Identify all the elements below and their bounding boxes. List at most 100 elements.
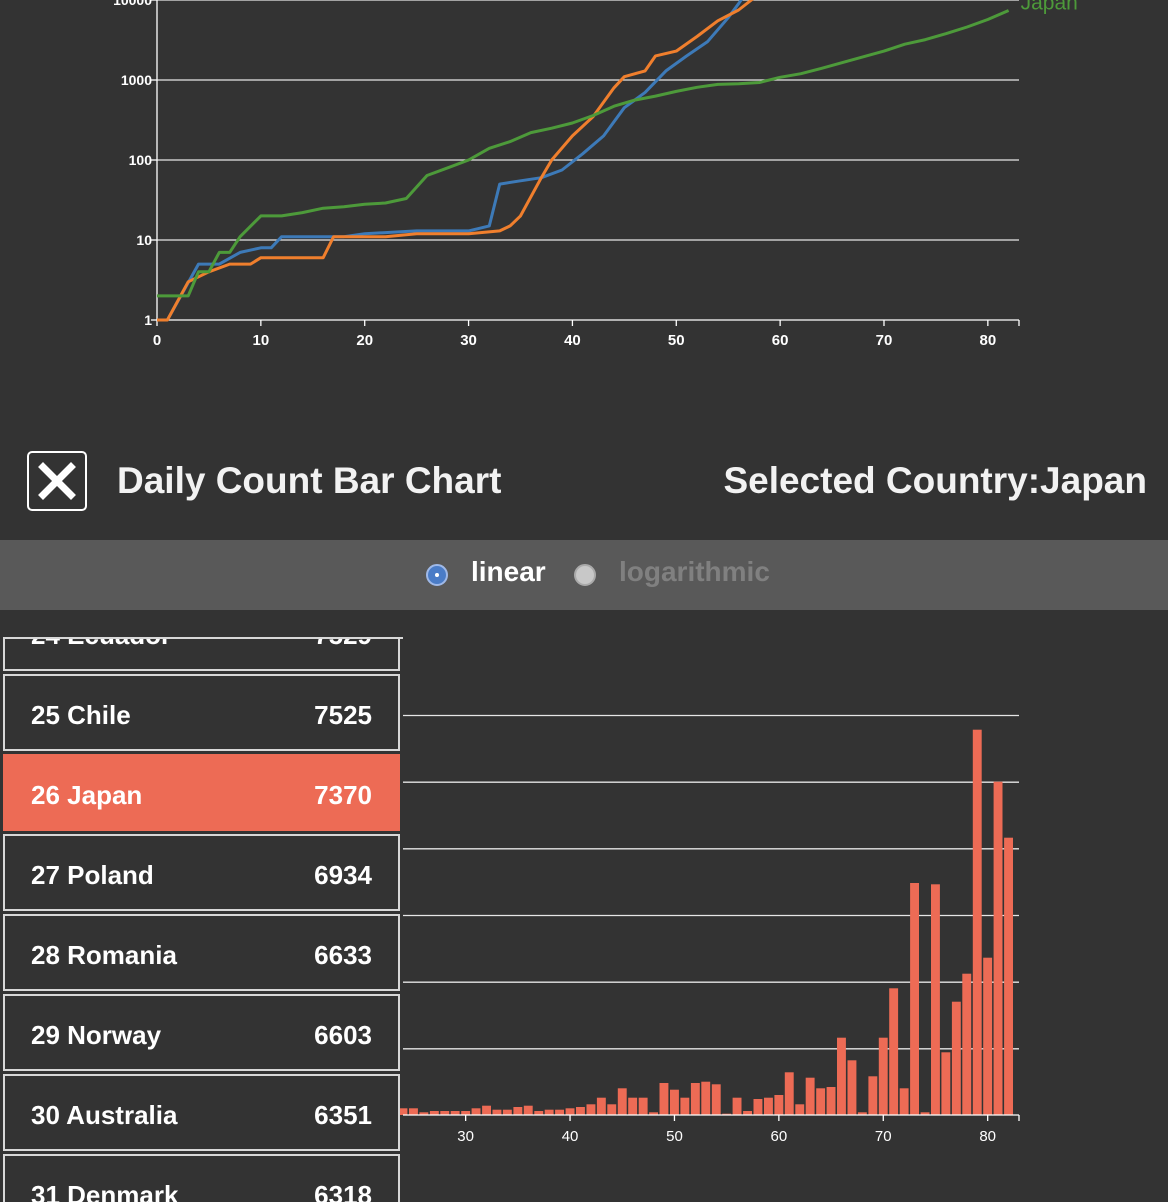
cumulative-line-chart: 1 10 100 1000 10000 0 10 20 30 40 50 60 70 80 Japan (113, 0, 1078, 349)
bar (899, 1088, 909, 1115)
bar (962, 973, 972, 1115)
bar (972, 729, 982, 1115)
country-count: 6603 (314, 1020, 372, 1050)
bar (409, 1108, 418, 1115)
x-tick-label: 70 (876, 332, 893, 349)
selected-country-label: Selected Country:Japan (723, 460, 1147, 501)
country-count: 6633 (314, 940, 372, 970)
list-item[interactable]: 30 Australia 6351 (3, 1074, 400, 1151)
bar (576, 1107, 585, 1115)
list-item[interactable]: 29 Norway 6603 (3, 994, 400, 1071)
x-tick-label: 20 (356, 332, 373, 349)
bar (513, 1107, 523, 1115)
bar (586, 1104, 596, 1115)
y-tick-label: 1 (144, 312, 152, 328)
bar (983, 957, 993, 1115)
bar (878, 1037, 888, 1115)
country-count: 6351 (314, 1100, 372, 1130)
x-tick-label: 40 (564, 332, 581, 349)
bar (951, 1001, 961, 1115)
list-item[interactable]: 27 Poland 6934 (3, 834, 400, 911)
bar (753, 1099, 763, 1115)
bar (701, 1081, 711, 1115)
bar (429, 1111, 439, 1115)
x-tick-label: 50 (668, 332, 685, 349)
bar (847, 1060, 857, 1115)
bar (732, 1097, 742, 1115)
bar (910, 883, 919, 1115)
linear-radio-label[interactable]: linear (471, 556, 546, 587)
bar (868, 1076, 878, 1115)
bar (889, 988, 899, 1115)
list-item[interactable]: 24 Ecuador 7529 (3, 639, 400, 671)
bar (764, 1097, 773, 1115)
country-count: 7525 (314, 700, 372, 730)
x-tick-label: 30 (460, 332, 477, 349)
bar (649, 1112, 658, 1115)
country-name: 30 Australia (31, 1100, 178, 1130)
x-tick-label: 80 (979, 332, 996, 349)
bar (690, 1083, 700, 1115)
bar (502, 1109, 512, 1115)
country-name: 27 Poland (31, 860, 154, 890)
bar (523, 1105, 533, 1115)
y-tick-label: 10000 (113, 0, 152, 8)
x-tick-label: 60 (771, 1128, 788, 1145)
bar (492, 1109, 502, 1115)
country-count: 6318 (314, 1180, 372, 1202)
linear-radio[interactable] (426, 564, 448, 586)
bar (659, 1083, 669, 1115)
bar (596, 1097, 606, 1115)
logarithmic-radio-label[interactable]: logarithmic (619, 556, 770, 587)
list-item[interactable]: 25 Chile 7525 (3, 674, 400, 751)
x-tick-label: 30 (457, 1128, 474, 1145)
bar (805, 1077, 815, 1115)
bar (795, 1104, 805, 1115)
bar (816, 1088, 826, 1115)
country-ranking-list[interactable]: 24 Ecuador 7529 25 Chile 7525 26 Japan 7… (3, 637, 403, 1202)
bar (482, 1105, 491, 1115)
x-tick-label: 10 (253, 332, 270, 349)
country-name: 25 Chile (31, 700, 131, 730)
bar (722, 1113, 732, 1115)
bar (471, 1108, 481, 1115)
country-count: 7529 (314, 639, 372, 651)
series-line-3 (157, 9, 1010, 298)
bar (419, 1112, 429, 1115)
list-item[interactable]: 28 Romania 6633 (3, 914, 400, 991)
country-name: 26 Japan (31, 780, 143, 810)
bar (784, 1072, 794, 1115)
section-title: Daily Count Bar Chart (117, 460, 502, 501)
bar (617, 1088, 627, 1115)
country-name: 29 Norway (31, 1020, 162, 1050)
y-tick-label: 100 (129, 152, 153, 168)
country-count: 7370 (314, 780, 372, 810)
list-item[interactable]: 31 Denmark 6318 (3, 1154, 400, 1202)
bar (450, 1111, 460, 1115)
list-item-selected[interactable]: 26 Japan 7370 (3, 754, 400, 831)
daily-count-bar-chart: 30 40 50 60 70 80 (400, 714, 1020, 1145)
bar (555, 1109, 564, 1115)
x-tick-label: 60 (772, 332, 789, 349)
y-tick-label: 10 (136, 232, 152, 248)
logarithmic-radio[interactable] (574, 564, 596, 586)
bar (941, 1052, 951, 1115)
bar (628, 1097, 638, 1115)
x-tick-label: 0 (153, 332, 161, 349)
bar (670, 1089, 679, 1115)
close-icon (38, 462, 76, 500)
bar (774, 1095, 784, 1115)
bar (711, 1084, 721, 1115)
bar (920, 1112, 930, 1115)
bar (743, 1111, 752, 1115)
x-tick-label: 50 (666, 1128, 683, 1145)
bar (857, 1112, 867, 1115)
country-name: 28 Romania (31, 940, 177, 970)
bar (993, 781, 1003, 1115)
close-button[interactable] (27, 451, 87, 511)
bar (440, 1111, 450, 1115)
y-tick-label: 1000 (121, 72, 152, 88)
bar (607, 1104, 617, 1115)
bar (534, 1111, 544, 1115)
bar (565, 1108, 575, 1115)
